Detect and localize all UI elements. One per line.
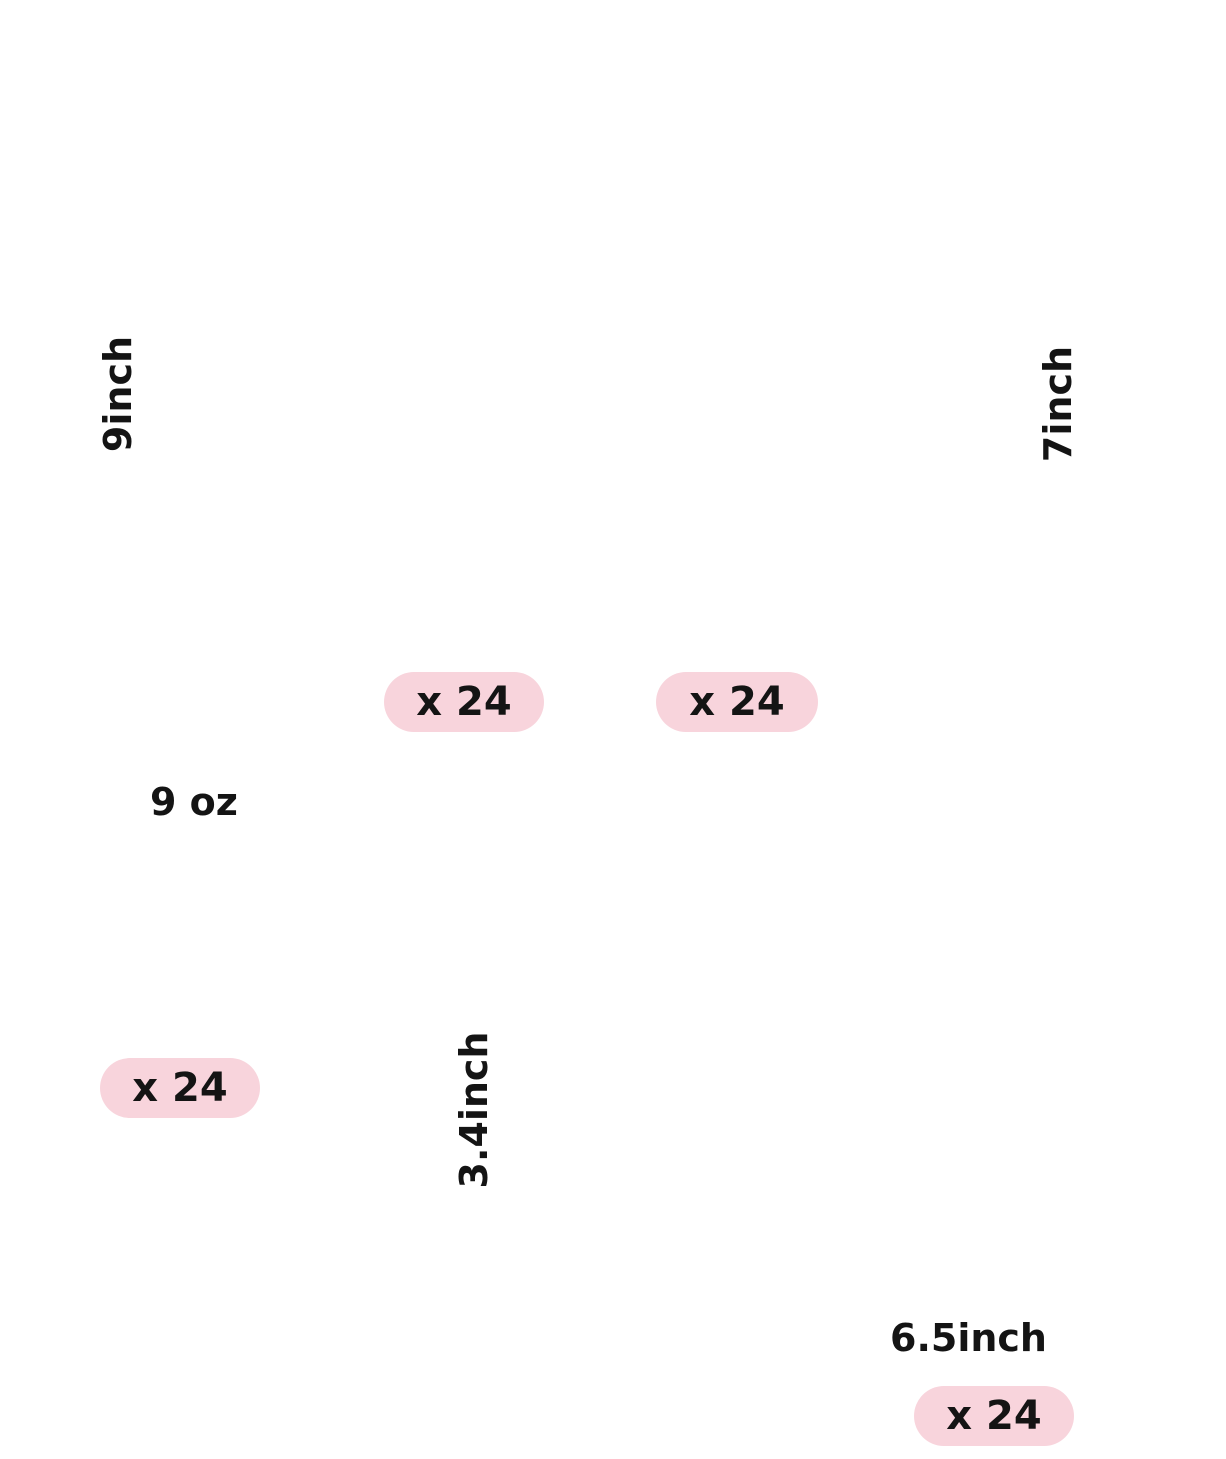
cup-volume-label: 9 oz [150, 780, 238, 824]
napkin-print-text-2: Birthday [1052, 1093, 1178, 1133]
large-plate-print-text: Happy [189, 301, 382, 381]
napkin-size-label: 6.5inch [890, 1316, 1047, 1360]
small-plate-count-badge: x 24 [656, 672, 818, 732]
large-plate-size-label: 9inch [96, 335, 140, 453]
napkin-count-badge: x 24 [914, 1386, 1074, 1446]
napkin-print-text-1: Happy [911, 1093, 1008, 1133]
cup-count-badge: x 24 [100, 1058, 260, 1118]
cup-size-label: 3.4inch [452, 1031, 496, 1189]
large-plate-count-badge: x 24 [384, 672, 544, 732]
small-plate-size-label: 7inch [1036, 345, 1080, 463]
